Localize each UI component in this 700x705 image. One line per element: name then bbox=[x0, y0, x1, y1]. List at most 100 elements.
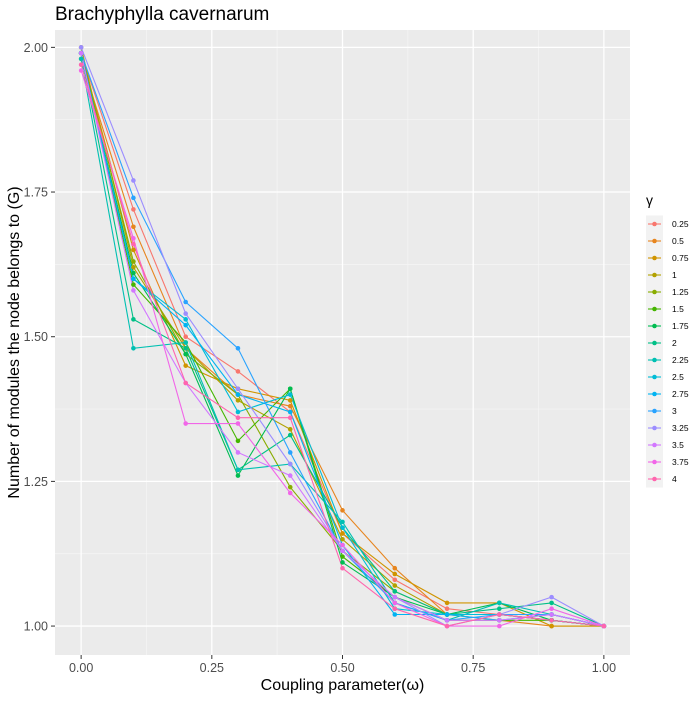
data-point-1.75 bbox=[287, 386, 293, 392]
data-point-4 bbox=[444, 623, 450, 629]
data-point-2.75 bbox=[287, 409, 293, 415]
data-point-2 bbox=[131, 317, 136, 322]
data-point-3 bbox=[183, 299, 188, 305]
data-point-0.75 bbox=[549, 623, 554, 629]
data-point-3.75 bbox=[340, 542, 345, 548]
data-point-3.75 bbox=[131, 236, 136, 241]
chart-title: Brachyphylla cavernarum bbox=[55, 4, 269, 25]
data-point-0.75 bbox=[287, 398, 293, 403]
data-point-3.75 bbox=[549, 606, 554, 612]
legend-key-point bbox=[652, 255, 657, 261]
legend-key-point bbox=[652, 238, 657, 244]
data-point-0.5 bbox=[131, 224, 136, 230]
legend-label: 2.75 bbox=[672, 389, 689, 399]
data-point-2.75 bbox=[392, 612, 398, 617]
data-point-1.25 bbox=[287, 484, 293, 490]
data-point-3.5 bbox=[497, 617, 502, 623]
legend-label: 0.75 bbox=[672, 253, 689, 263]
data-point-1 bbox=[340, 536, 345, 542]
data-point-3.75 bbox=[287, 490, 293, 496]
legend-key-point bbox=[652, 289, 657, 295]
data-point-0.75 bbox=[444, 600, 450, 606]
data-point-0.5 bbox=[287, 403, 293, 409]
data-point-2.25 bbox=[183, 340, 188, 345]
data-point-1 bbox=[131, 264, 136, 270]
x-axis-title: Coupling parameter(ω) bbox=[261, 677, 425, 694]
data-point-4 bbox=[601, 623, 607, 629]
data-point-1.25 bbox=[131, 259, 136, 264]
data-point-4 bbox=[287, 415, 293, 421]
data-point-4 bbox=[78, 62, 84, 68]
data-point-2 bbox=[549, 600, 554, 606]
data-point-1 bbox=[287, 427, 293, 432]
data-point-2.75 bbox=[183, 322, 188, 328]
legend-key-point bbox=[652, 323, 657, 329]
data-point-3.5 bbox=[392, 594, 398, 600]
legend-title: γ bbox=[646, 192, 653, 208]
data-point-3.25 bbox=[235, 386, 241, 392]
legend-label: 1.5 bbox=[672, 304, 684, 314]
data-point-2.75 bbox=[444, 612, 450, 617]
data-point-3.25 bbox=[549, 594, 554, 600]
data-point-3.25 bbox=[183, 311, 188, 316]
data-point-0.25 bbox=[392, 577, 398, 583]
data-point-3.75 bbox=[183, 421, 188, 426]
data-point-3.5 bbox=[549, 612, 554, 617]
legend-label: 2.25 bbox=[672, 355, 689, 365]
x-tick-label: 0.00 bbox=[69, 661, 93, 675]
data-point-2.5 bbox=[287, 392, 293, 397]
data-point-3.75 bbox=[497, 623, 502, 629]
legend-label: 3.25 bbox=[672, 423, 689, 433]
data-point-2.25 bbox=[131, 345, 136, 351]
data-point-3.75 bbox=[392, 600, 398, 606]
data-point-3 bbox=[287, 450, 293, 455]
data-point-1.75 bbox=[235, 473, 241, 478]
data-point-2 bbox=[497, 606, 502, 612]
legend-key-point bbox=[652, 340, 657, 346]
x-tick-label: 0.50 bbox=[330, 661, 354, 675]
legend-key-point bbox=[652, 391, 657, 397]
data-point-3.25 bbox=[287, 461, 293, 467]
data-point-0.75 bbox=[392, 571, 398, 577]
data-point-0.75 bbox=[131, 247, 136, 253]
legend-key-point bbox=[652, 306, 657, 312]
data-point-2.25 bbox=[497, 600, 502, 606]
legend-key-point bbox=[652, 374, 657, 380]
x-tick-label: 0.25 bbox=[200, 661, 224, 675]
data-point-2.5 bbox=[340, 525, 345, 530]
data-point-3.25 bbox=[78, 45, 84, 50]
y-tick-label: 2.00 bbox=[24, 41, 48, 55]
data-point-4 bbox=[340, 565, 345, 571]
legend-label: 2 bbox=[672, 338, 677, 348]
x-tick-label: 0.75 bbox=[461, 661, 485, 675]
data-point-2 bbox=[392, 589, 398, 594]
legend-key-point bbox=[652, 221, 657, 227]
data-point-0.25 bbox=[183, 334, 188, 340]
legend-key-point bbox=[652, 357, 657, 363]
data-point-4 bbox=[392, 606, 398, 612]
y-axis-title: Number of modules the node belongs to (G… bbox=[6, 186, 23, 498]
y-tick-label: 1.75 bbox=[24, 186, 48, 200]
data-point-3 bbox=[131, 195, 136, 201]
data-point-1 bbox=[392, 583, 398, 588]
data-point-3 bbox=[235, 345, 241, 351]
data-point-1.5 bbox=[235, 438, 241, 444]
data-point-2 bbox=[183, 345, 188, 351]
data-point-0.5 bbox=[340, 508, 345, 513]
legend-label: 3.75 bbox=[672, 457, 689, 467]
legend-key-point bbox=[652, 459, 657, 465]
legend-key-point bbox=[652, 476, 657, 482]
data-point-4 bbox=[131, 241, 136, 247]
data-point-2.5 bbox=[183, 317, 188, 322]
data-point-4 bbox=[235, 415, 241, 421]
legend-label: 3 bbox=[672, 406, 677, 416]
legend-label: 0.5 bbox=[672, 236, 684, 246]
data-point-4 bbox=[497, 612, 502, 617]
data-point-3.5 bbox=[444, 617, 450, 623]
data-point-3.5 bbox=[131, 288, 136, 293]
data-point-4 bbox=[183, 380, 188, 386]
data-point-0.75 bbox=[340, 531, 345, 536]
legend-label: 3.5 bbox=[672, 440, 684, 450]
data-point-3.5 bbox=[78, 50, 84, 56]
